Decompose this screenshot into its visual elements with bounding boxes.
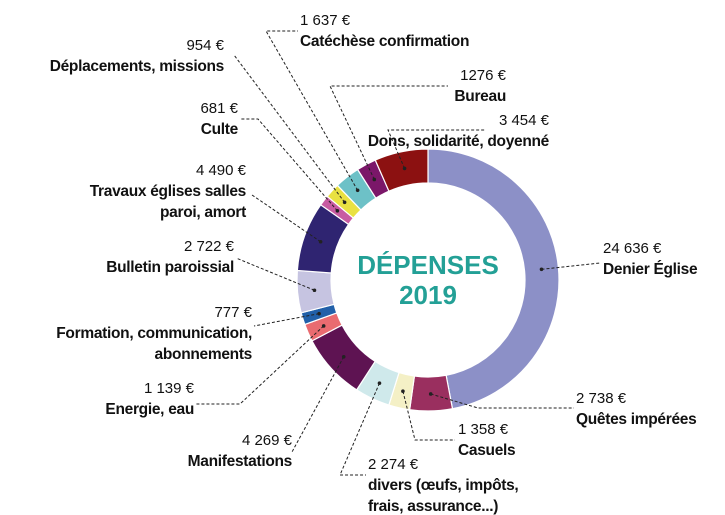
slice-label: 777 € Formation, communication, abonnemen… [2,302,252,365]
leader-line [329,85,448,180]
category-label: Energie, eau [105,401,194,418]
leader-line [251,194,321,243]
leader-dot [312,288,317,293]
leader-line [387,129,485,169]
leader-dot [355,188,360,193]
value-label: 954 € [186,37,224,54]
slice-label: 4 269 € Manifestations [142,430,293,472]
slice-label: 1 358 € Casuels [458,419,538,461]
category-label: Formation, communication, abonnements [56,325,252,363]
slice-label: 1 139 € Energie, eau [64,378,194,420]
category-label: Déplacements, missions [49,58,225,75]
slice-label: 3 454 € Dons, solidarité, doyenné [289,110,549,152]
leader-line [233,54,346,203]
slice-label: 1 637 € Catéchèse confirmation [300,10,520,52]
leader-dot [321,324,326,328]
category-label: Denier Église [603,261,698,278]
slice-label: 2 738 € Quêtes impérées [576,388,725,430]
value-label: 681 € [200,100,238,117]
slice-label: 2 722 € Bulletin paroissial [54,236,234,278]
chart-title: DÉPENSES 2019 [357,250,499,310]
leader-dot [402,166,407,171]
category-label: Casuels [458,442,516,459]
leader-dot [372,177,377,182]
leader-dot [539,267,544,272]
category-label: Culte [200,121,239,138]
leader-dot [428,392,433,396]
category-label: Quêtes impérées [576,411,697,428]
leader-line [253,313,320,327]
value-label: 1 358 € [458,421,509,438]
leader-line [402,391,455,441]
leader-line [235,257,315,291]
slice-label: 2 274 € divers (œufs, impôts, frais, assu… [368,454,546,515]
leader-dot [377,381,382,385]
category-label: Manifestations [187,453,293,470]
leader-dot [317,311,321,316]
slice-label: 1276 € Bureau [426,65,506,107]
leader-line [291,356,345,453]
donut-slice [374,148,429,192]
slice-label: 4 490 € Travaux églises salles paroi, amo… [50,160,247,223]
value-label: 4 490 € [195,162,246,179]
value-label: 2 738 € [576,390,627,407]
leader-dot [341,354,346,359]
value-label: 24 636 € [603,240,662,257]
leader-line [265,30,359,191]
slice-label: 954 € Déplacements, missions [4,35,225,77]
leader-dot [335,209,340,213]
leader-line [339,382,380,476]
value-label: 777 € [214,304,252,321]
category-label: Bureau [454,88,506,105]
value-label: 1 637 € [300,12,351,29]
category-label: Bulletin paroissial [106,259,234,276]
leader-dot [342,200,347,205]
slice-label: 681 € Culte [178,98,238,140]
value-label: 1 139 € [143,380,194,397]
value-label: 2 722 € [183,238,234,255]
value-label: 1276 € [460,67,506,84]
leader-dot [318,239,323,244]
value-label: 4 269 € [241,432,292,449]
value-label: 2 274 € [368,456,419,473]
category-label: Dons, solidarité, doyenné [367,133,549,150]
leader-line [240,118,338,212]
category-label: Catéchèse confirmation [300,33,470,50]
leader-dot [401,389,405,394]
category-label: Travaux églises salles paroi, amort [89,183,247,221]
donut-slice [427,148,560,410]
slice-label: 24 636 € Denier Église [603,238,725,280]
category-label: divers (œufs, impôts, frais, assurance..… [368,477,519,515]
value-label: 3 454 € [498,112,549,129]
leader-line [430,393,574,409]
